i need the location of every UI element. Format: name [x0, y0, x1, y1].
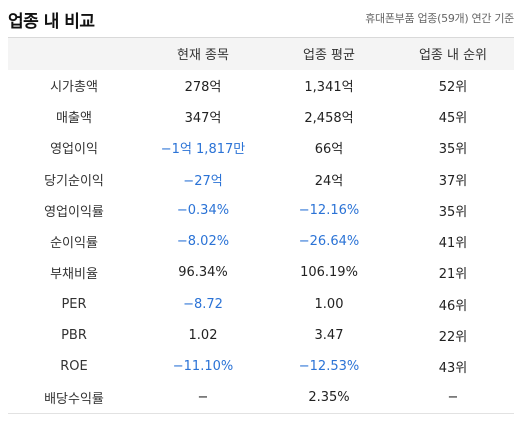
- industry-rank-value: 22위: [438, 330, 468, 346]
- header-industry-average: 업종 평균: [266, 37, 392, 70]
- header-current-stock: 현재 종목: [140, 37, 266, 70]
- row-label: 순이익률: [50, 236, 98, 252]
- industry-average-value: −26.64%: [298, 234, 360, 250]
- current-stock-value: 1.02: [188, 328, 218, 344]
- current-stock-value: −8.72: [183, 296, 223, 312]
- row-label: PBR: [61, 328, 87, 344]
- industry-rank-value: 21위: [438, 267, 468, 283]
- industry-rank-value: 37위: [438, 173, 468, 189]
- industry-rank-value: −: [392, 382, 514, 415]
- industry-rank-value: 52위: [438, 79, 468, 95]
- header-label-column: [8, 37, 140, 70]
- table-row: 당기순이익 −27억 24억 37위: [8, 163, 514, 194]
- table-row: ROE −11.10% −12.53% 43위: [8, 351, 514, 382]
- industry-average-value: −12.16%: [298, 202, 360, 218]
- industry-average-value: 24억: [314, 173, 344, 189]
- industry-average-value: 2.35%: [266, 382, 392, 415]
- table-row: 시가총액 278억 1,341억 52위: [8, 70, 514, 101]
- current-stock-value: −: [140, 382, 266, 415]
- row-label: 영업이익률: [44, 204, 104, 220]
- section-title: 업종 내 비교: [8, 12, 95, 32]
- row-label: ROE: [60, 359, 88, 375]
- table-header: 현재 종목 업종 평균 업종 내 순위: [8, 37, 514, 70]
- table-row: 부채비율 96.34% 106.19% 21위: [8, 257, 514, 288]
- current-stock-value: −1억 1,817만: [160, 142, 246, 158]
- industry-rank-value: 41위: [438, 236, 468, 252]
- table-row: PER −8.72 1.00 46위: [8, 289, 514, 320]
- industry-rank-value: 35위: [438, 204, 468, 220]
- table-row: 순이익률 −8.02% −26.64% 41위: [8, 226, 514, 257]
- current-stock-value: −0.34%: [176, 202, 230, 218]
- row-label: PER: [61, 296, 87, 312]
- row-label: 배당수익률: [8, 382, 140, 415]
- industry-average-value: 106.19%: [300, 265, 358, 281]
- industry-average-value: −12.53%: [298, 359, 360, 375]
- row-label: 부채비율: [50, 267, 98, 283]
- industry-average-value: 66억: [314, 142, 344, 158]
- industry-rank-value: 45위: [438, 110, 468, 126]
- row-label: 시가총액: [50, 79, 98, 95]
- table-row: 영업이익 −1억 1,817만 66억 35위: [8, 132, 514, 163]
- industry-average-value: 3.47: [314, 328, 344, 344]
- current-stock-value: 347억: [184, 110, 222, 126]
- section-subtitle: 휴대폰부품 업종(59개) 연간 기준: [365, 12, 514, 25]
- current-stock-value: 278억: [184, 79, 222, 95]
- row-label: 매출액: [56, 110, 92, 126]
- industry-average-value: 1.00: [314, 296, 344, 312]
- row-label: 영업이익: [50, 142, 98, 158]
- current-stock-value: −27억: [183, 173, 223, 189]
- row-label: 당기순이익: [44, 173, 104, 189]
- current-stock-value: −11.10%: [172, 359, 234, 375]
- industry-rank-value: 35위: [438, 142, 468, 158]
- industry-average-value: 1,341억: [304, 79, 354, 95]
- header-row: 현재 종목 업종 평균 업종 내 순위: [8, 37, 514, 70]
- current-stock-value: −8.02%: [176, 234, 230, 250]
- table-row: 배당수익률 −2.35% −: [8, 382, 514, 415]
- table-row: PBR 1.02 3.47 22위: [8, 320, 514, 351]
- industry-rank-value: 46위: [438, 298, 468, 314]
- table-row: 영업이익률 −0.34% −12.16% 35위: [8, 195, 514, 226]
- table-row: 매출액 347억 2,458억 45위: [8, 101, 514, 132]
- industry-rank-value: 43위: [438, 361, 468, 377]
- industry-average-value: 2,458억: [304, 110, 354, 126]
- current-stock-value: 96.34%: [178, 265, 228, 281]
- header-industry-rank: 업종 내 순위: [392, 37, 514, 70]
